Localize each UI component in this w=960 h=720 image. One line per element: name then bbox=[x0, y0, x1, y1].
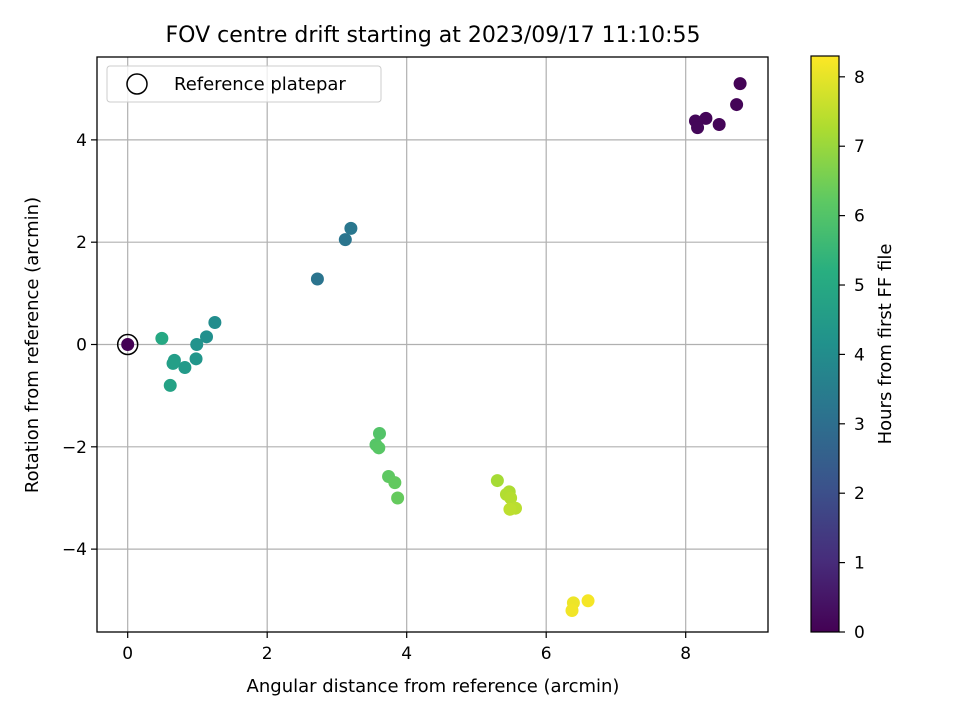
data-point bbox=[344, 221, 358, 235]
data-point bbox=[581, 594, 595, 608]
colorbar-tick-label: 6 bbox=[854, 207, 865, 227]
reference-platepar-marker bbox=[116, 333, 139, 356]
colorbar-ticks: 0 1 2 3 4 5 6 7 8 bbox=[839, 68, 865, 643]
y-tick-label: 4 bbox=[76, 131, 87, 151]
data-point bbox=[503, 502, 517, 516]
x-tick-label: 6 bbox=[541, 644, 552, 664]
data-point bbox=[372, 427, 386, 441]
y-tick-label: −2 bbox=[62, 438, 87, 458]
data-point bbox=[155, 331, 169, 345]
colorbar-tick-label: 1 bbox=[854, 554, 865, 574]
y-tick-label: 2 bbox=[76, 233, 87, 253]
data-point bbox=[178, 361, 192, 375]
x-tick-label: 2 bbox=[262, 644, 273, 664]
data-point bbox=[163, 378, 177, 392]
colorbar-gradient bbox=[810, 55, 840, 633]
colorbar-tick-label: 8 bbox=[854, 68, 865, 88]
colorbar-tick-label: 7 bbox=[854, 137, 865, 157]
colorbar-tick-label: 0 bbox=[854, 623, 865, 643]
x-tick-label: 4 bbox=[401, 644, 412, 664]
data-point bbox=[504, 491, 518, 505]
x-tick-label: 8 bbox=[680, 644, 691, 664]
chart-title: FOV centre drift starting at 2023/09/17 … bbox=[166, 23, 701, 48]
colorbar: 0 1 2 3 4 5 6 7 8 Hours from first FF file bbox=[810, 55, 896, 643]
legend: Reference platepar bbox=[106, 65, 382, 103]
reference-marker-layer bbox=[116, 333, 139, 356]
colorbar-tick-label: 4 bbox=[854, 345, 865, 365]
colorbar-tick-label: 3 bbox=[854, 415, 865, 435]
grid bbox=[97, 57, 768, 632]
data-point bbox=[388, 476, 402, 490]
data-point bbox=[166, 356, 180, 370]
legend-label: Reference platepar bbox=[174, 74, 346, 95]
x-axis-label: Angular distance from reference (arcmin) bbox=[247, 676, 620, 697]
data-point bbox=[338, 233, 352, 247]
data-point bbox=[691, 121, 705, 135]
data-point bbox=[208, 316, 222, 330]
y-axis-label: Rotation from reference (arcmin) bbox=[22, 197, 43, 493]
data-points bbox=[121, 77, 747, 618]
data-point bbox=[733, 77, 747, 91]
data-point bbox=[372, 441, 386, 455]
legend-box bbox=[106, 65, 382, 103]
data-point bbox=[699, 111, 713, 125]
data-point bbox=[490, 474, 504, 488]
data-point bbox=[730, 98, 744, 112]
data-point bbox=[310, 272, 324, 286]
data-point bbox=[189, 352, 203, 366]
x-axis-ticks: 0 2 4 6 8 bbox=[122, 632, 691, 664]
data-point bbox=[391, 491, 405, 505]
data-point bbox=[565, 604, 579, 618]
data-point bbox=[200, 330, 214, 344]
y-tick-label: −4 bbox=[62, 540, 87, 560]
x-tick-label: 0 bbox=[122, 644, 133, 664]
data-point bbox=[121, 338, 135, 351]
colorbar-tick-label: 5 bbox=[854, 276, 865, 296]
data-point bbox=[712, 118, 726, 132]
legend-marker-icon bbox=[126, 73, 148, 95]
y-tick-label: 0 bbox=[76, 336, 87, 356]
data-point bbox=[190, 338, 204, 351]
y-axis-ticks: −4 −2 0 2 4 bbox=[62, 131, 97, 560]
colorbar-tick-label: 2 bbox=[854, 484, 865, 504]
colorbar-label: Hours from first FF file bbox=[875, 244, 896, 445]
